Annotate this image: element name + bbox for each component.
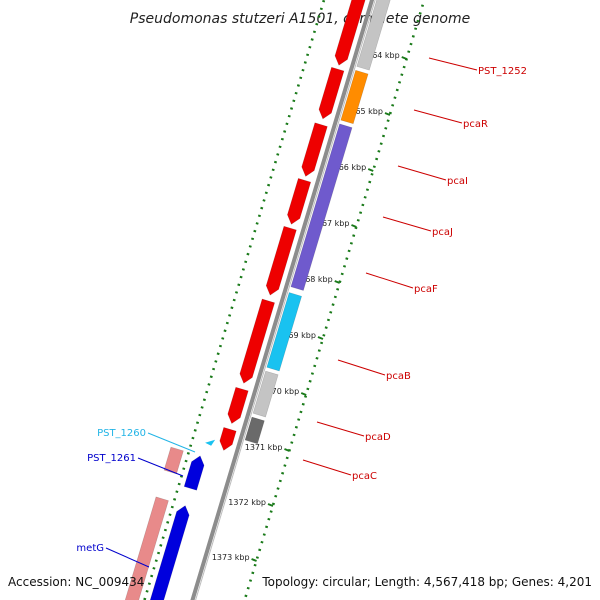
ruler-tick <box>384 112 391 116</box>
genome-backbone <box>190 0 376 600</box>
cds-arrow <box>334 0 366 66</box>
accession-label: Accession: NC_009434 <box>8 575 144 589</box>
cds-feature-pink <box>124 496 169 600</box>
gene-label: pcaR <box>463 119 488 130</box>
ruler-tick-label: 1368 kbp <box>295 275 333 284</box>
orf-feature <box>290 123 353 291</box>
gene-label: pcaD <box>365 432 391 443</box>
orf-feature <box>252 370 279 418</box>
cds-arrow <box>219 427 237 451</box>
gene-leader-line <box>337 359 386 376</box>
ruler-tick <box>267 503 274 507</box>
ruler-tick <box>317 336 324 340</box>
topology-label: Topology: circular; Length: 4,567,418 bp… <box>261 575 592 589</box>
cds-arrow-blue <box>183 455 205 491</box>
kbp-ruler: 1364 kbp 1365 kbp 1366 kbp 1367 kbp 1368 kbp… <box>143 0 425 600</box>
gene-label: metG <box>76 543 104 554</box>
gene-label: pcaC <box>352 471 377 482</box>
ruler-tick-label: 1372 kbp <box>228 498 266 507</box>
cds-arrow <box>227 386 249 424</box>
ruler-tick-label: 1365 kbp <box>345 107 383 116</box>
ruler-tick-label: 1367 kbp <box>312 219 350 228</box>
gene-label: pcaJ <box>432 227 453 238</box>
ruler-tick-label: 1373 kbp <box>212 553 250 562</box>
ruler-tick <box>284 448 290 452</box>
ruler-inner-line <box>143 0 326 600</box>
orf-feature <box>266 292 303 372</box>
ruler-tick <box>401 56 408 60</box>
cds-arrow-blue <box>149 505 190 600</box>
gene-label: pcaI <box>447 176 468 187</box>
gene-label: PST_1261 <box>87 453 136 464</box>
gene-leader-line <box>137 457 184 477</box>
ruler-tick-label: 1366 kbp <box>329 163 367 172</box>
gene-leader-line <box>382 216 432 232</box>
gene-leader-line <box>413 109 463 124</box>
gene-leader-line <box>397 165 447 181</box>
backbone-highlight <box>195 0 376 600</box>
gene-label: pcaB <box>386 371 411 382</box>
gene-label: pcaF <box>414 284 438 295</box>
ruler-tick <box>300 392 307 396</box>
ruler-tick <box>351 224 357 228</box>
gene-labels: PST_1252 pcaR pcaI pcaJ pcaF pcaB pcaD pcaC PST_… <box>76 57 527 568</box>
pst-1260-marker <box>205 439 216 446</box>
ruler-tick-label: 1371 kbp <box>245 443 283 452</box>
gene-leader-line <box>428 57 478 71</box>
cds-arrow <box>301 122 328 177</box>
gene-leader-line <box>105 547 150 568</box>
cds-arrow <box>239 298 276 384</box>
ruler-tick <box>251 558 257 562</box>
ruler-tick-label: 1364 kbp <box>362 51 400 60</box>
gene-leader-line <box>365 272 414 289</box>
cds-feature-pink <box>163 446 184 475</box>
cds-arrow <box>318 66 345 120</box>
cds-arrow <box>287 177 312 225</box>
orf-feature <box>244 416 265 445</box>
gene-label: PST_1260 <box>97 428 146 439</box>
backbone-line <box>190 0 375 600</box>
ruler-tick-label: 1369 kbp <box>278 331 316 340</box>
gene-leader-line <box>302 459 352 476</box>
gene-label: PST_1252 <box>478 66 527 77</box>
gene-leader-line <box>147 432 196 453</box>
ruler-tick <box>367 168 374 172</box>
orf-feature <box>356 0 391 71</box>
ruler-tick <box>334 280 341 284</box>
gene-leader-line <box>316 421 365 437</box>
ruler-tick-label: 1370 kbp <box>262 387 300 396</box>
cds-arrow <box>265 225 297 296</box>
gene-features <box>124 0 391 600</box>
orf-feature <box>340 69 369 125</box>
